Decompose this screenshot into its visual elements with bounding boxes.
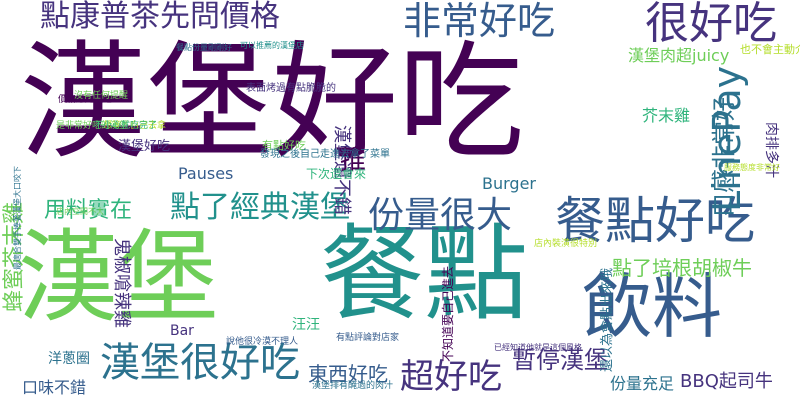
word: 沒有任何提醒 [74, 91, 129, 101]
word: 餐點份量剛剛好 [176, 43, 232, 52]
word: 漢堡排有醃過的肉汁 [312, 381, 394, 391]
word: 漢堡很好吃 [100, 340, 300, 386]
word: 是非常好吃的漢堡 [56, 121, 129, 131]
word: 份量充足 [610, 374, 675, 393]
word: 價格還是蠻吃 [58, 95, 113, 105]
word: 店內裝潢很特別 [534, 239, 598, 249]
word: 超好吃 [400, 357, 502, 397]
word: BBQ起司牛 [680, 371, 773, 392]
word: 下次還會來 [306, 167, 367, 181]
word: 份量很大 [368, 195, 513, 236]
word: 非常好吃 [403, 0, 556, 43]
word: 口感非常好 [710, 97, 738, 217]
word: 已經知道他就是這個風格 [494, 343, 582, 352]
word: 餐點好吃 [555, 192, 755, 250]
word: 點康普茶先問價格 [40, 0, 280, 34]
word: 洋蔥圈 [48, 351, 90, 367]
word: Pauses [178, 164, 234, 183]
word: 也不會主動介紹 [740, 43, 800, 56]
word: 不想等就自己去拿 [94, 121, 167, 131]
word: 可以推薦的漢堡店 [240, 41, 304, 50]
word: 很好吃 [645, 0, 777, 49]
word: 點了經典漢堡 [170, 190, 350, 225]
word: 店內空間不大 [56, 207, 104, 216]
word: 漢堡肉超juicy [628, 46, 730, 65]
word: 點了培根胡椒牛 [612, 256, 752, 280]
word: 不小心就吃完了 [94, 121, 158, 131]
word: 服務態度非常好 [724, 163, 780, 172]
word: 發現之後自己走進去拿了菜單 [260, 149, 390, 160]
word: 漢堡好吃 [118, 139, 171, 154]
word: 東西好吃 [308, 362, 388, 386]
word: 用料實在 [44, 198, 133, 223]
word: 暫停漢堡 [512, 346, 608, 374]
word: Bar [170, 323, 194, 339]
word: 口味不錯 [22, 378, 87, 397]
word: 鬼椒嗆辣雞 [111, 238, 132, 328]
word: 漢堡 [18, 219, 218, 336]
word: 推 [340, 146, 367, 176]
word: 芥末雞 [642, 106, 691, 125]
word: 飲料 [582, 266, 722, 348]
word: 最適合雙手捧著漢堡大口咬下 [13, 166, 22, 270]
word: 說他很冷漠不理人 [226, 337, 299, 347]
word: 還以為會點出來哦 [600, 267, 615, 372]
word: 汪汪 [292, 317, 320, 333]
word: Burger [482, 174, 536, 193]
word: 有點好吃 [262, 139, 306, 152]
word: 表面烤過有點脆脆的 [246, 83, 336, 94]
word: 餐點 [320, 213, 529, 335]
word: 漢堡好吃 [20, 29, 524, 176]
word: 不知道要自己進去 [441, 265, 455, 362]
word: 有點評論對店家 [336, 333, 400, 343]
